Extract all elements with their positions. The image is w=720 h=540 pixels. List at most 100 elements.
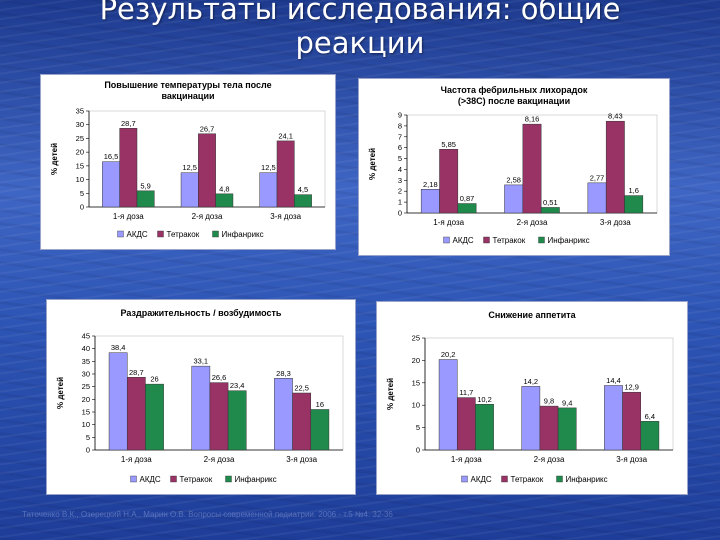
chart-title: (>38С) после вакцинации [458,96,570,106]
data-label: 4,5 [298,185,308,194]
chart-appetite: Снижение аппетита 0 5 10 15 20 25 % детей 20,2 14… [386,310,674,484]
x-tick-label: 2-я доза [534,455,565,464]
chart-panel-temperature: Повышение температуры тела после вакцинац… [40,74,336,250]
bar-Тетракок-2 [605,120,625,214]
y-tick-label: 15 [412,378,420,387]
legend-swatch-Инфанрикс [556,475,563,483]
chart-title: Частота фебрильных лихорадок [441,85,588,95]
legend-label: Тетракок [493,236,526,245]
y-axis-label: % детей [50,143,59,175]
y-tick-label: 35 [76,107,84,116]
legend-swatch-Инфанрикс [225,475,232,483]
bar-АКДС-2 [274,378,293,451]
data-label: 0,87 [460,194,475,203]
x-tick-label: 1-я доза [121,455,152,464]
x-tick-label: 3-я доза [286,455,317,464]
x-tick-label: 3-я доза [616,455,647,464]
y-tick-label: 0 [398,209,402,218]
y-tick-label: 10 [82,420,90,429]
legend-swatch-Инфанрикс [212,230,219,238]
legend-label: АКДС [471,475,492,484]
legend-label: Инфанрикс [235,475,277,484]
slide-title: Результаты исследования: общие реакции [0,0,720,60]
legend-label: Тетракок [167,230,200,239]
data-label: 2,58 [506,175,521,184]
legend-label: АКДС [453,236,474,245]
data-label: 1,6 [628,186,638,195]
bar-Тетракок-2 [292,392,312,451]
y-tick-label: 10 [412,401,420,410]
bar-АКДС-0 [108,352,128,451]
bar-Инфанрикс-2 [310,409,330,451]
bar-Инфанрикс-1 [557,407,577,451]
bar-Инфанрикс-1 [215,193,234,208]
data-label: 4,8 [219,184,229,193]
bar-Тетракок-0 [456,397,476,451]
bar-Тетракок-0 [126,377,146,451]
legend-label: АКДС [140,475,161,484]
bar-АКДС-0 [438,359,458,451]
y-tick-label: 15 [82,408,90,417]
footer-citation: Таточенко В.К., Озерецкий Н.А., Марин О.… [22,510,393,519]
x-tick-label: 3-я доза [600,218,631,227]
data-label: 26 [150,375,158,384]
chart-title: Снижение аппетита [488,310,576,320]
chart-title: Раздражительность / возбудимость [121,308,282,318]
data-label: 2,77 [590,173,605,182]
y-tick-label: 5 [80,189,84,198]
bar-Тетракок-2 [622,391,642,451]
y-tick-label: 2 [398,187,402,196]
bar-АКДС-0 [102,161,120,208]
chart-febrile: Частота фебрильных лихорадок(>38С) после… [368,85,658,245]
data-label: 12,5 [261,163,276,172]
chart-title: вакцинации [161,91,214,101]
y-tick-label: 15 [76,161,84,170]
y-tick-label: 20 [82,395,90,404]
bar-Тетракок-1 [522,123,542,214]
data-label: 26,7 [200,124,215,133]
legend-label: Инфанрикс [222,230,264,239]
bar-АКДС-2 [604,385,623,451]
bar-Тетракок-0 [119,128,138,208]
x-tick-label: 2-я доза [517,218,548,227]
bar-Тетракок-0 [439,149,459,214]
bar-Инфанрикс-0 [475,404,494,451]
legend-swatch-Тетракок [501,475,508,483]
x-tick-label: 1-я доза [451,455,482,464]
y-tick-label: 35 [82,357,90,366]
y-axis-label: % детей [386,378,395,410]
y-axis-label: % детей [56,377,65,409]
bar-Тетракок-1 [198,133,216,208]
data-label: 11,7 [459,388,473,397]
bar-АКДС-2 [259,172,278,208]
bar-Инфанрикс-1 [227,390,247,451]
y-tick-label: 25 [76,134,84,143]
legend-swatch-АКДС [130,475,137,483]
x-tick-label: 3-я доза [270,212,301,221]
y-tick-label: 40 [82,344,90,353]
bar-Инфанрикс-2 [294,194,312,208]
chart-panel-appetite: Снижение аппетита 0 5 10 15 20 25 % детей 20,2 14… [376,301,688,495]
legend-label: Тетракок [180,475,213,484]
legend-label: Инфанрикс [566,475,608,484]
y-tick-label: 45 [82,332,90,341]
data-label: 20,2 [441,350,456,359]
data-label: 38,4 [111,343,126,352]
y-tick-label: 5 [86,433,90,442]
legend-swatch-Тетракок [483,236,490,244]
legend-swatch-АКДС [117,230,124,238]
y-tick-label: 5 [398,154,402,163]
y-tick-label: 8 [398,121,402,130]
data-label: 23,4 [230,381,245,390]
bar-АКДС-1 [504,184,524,214]
slide-title-line-2: реакции [295,26,425,60]
y-tick-label: 10 [76,175,84,184]
bar-Инфанрикс-2 [624,195,644,214]
bar-Тетракок-1 [209,382,229,451]
data-label: 22,5 [294,384,309,393]
data-label: 8,16 [525,115,540,124]
y-tick-label: 4 [398,165,402,174]
bar-Инфанрикс-0 [136,190,155,208]
y-tick-label: 5 [416,423,420,432]
y-tick-label: 6 [398,143,402,152]
